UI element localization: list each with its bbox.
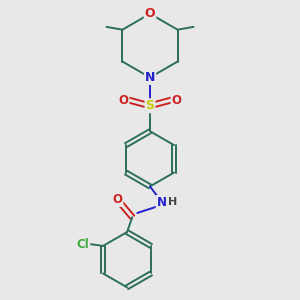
Text: N: N — [145, 71, 155, 84]
Text: N: N — [157, 196, 167, 209]
Text: O: O — [145, 7, 155, 20]
Text: O: O — [118, 94, 128, 106]
Text: S: S — [146, 99, 154, 112]
Text: O: O — [112, 193, 122, 206]
Text: Cl: Cl — [76, 238, 89, 250]
Text: H: H — [168, 197, 177, 207]
Text: O: O — [172, 94, 182, 106]
